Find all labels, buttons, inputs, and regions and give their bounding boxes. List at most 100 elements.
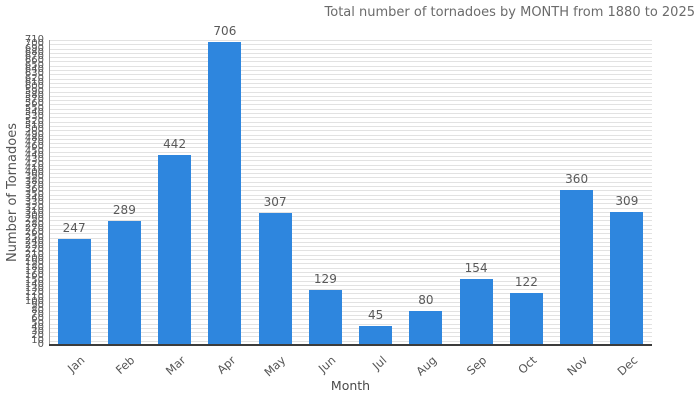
y-tick-label: 50 <box>31 317 44 329</box>
y-tick-label: 90 <box>31 300 44 312</box>
y-tick-label: 610 <box>24 76 44 88</box>
bar-jan <box>57 238 91 345</box>
y-tick-label: 670 <box>24 51 44 63</box>
y-tick-label: 40 <box>31 321 44 333</box>
gridline <box>49 194 652 196</box>
y-tick-label: 640 <box>24 64 44 76</box>
y-tick-label: 320 <box>24 201 44 213</box>
y-tick-label: 660 <box>24 55 44 67</box>
gridline <box>49 143 652 145</box>
x-tick-label-oct: Oct <box>515 353 540 377</box>
bar-nov <box>560 190 594 345</box>
gridline <box>49 78 652 80</box>
y-tick-label: 250 <box>24 231 44 243</box>
gridline <box>49 293 652 295</box>
gridline <box>49 87 652 89</box>
x-tick-label-aug: Aug <box>413 353 440 379</box>
y-tick-label: 240 <box>24 235 44 247</box>
gridline <box>49 125 652 127</box>
gridline <box>49 173 652 175</box>
gridline <box>49 52 652 54</box>
y-tick-label: 310 <box>24 205 44 217</box>
gridline <box>49 134 652 136</box>
gridline <box>49 155 652 157</box>
y-tick-label: 440 <box>24 149 44 161</box>
gridline <box>49 190 652 192</box>
gridline <box>49 44 652 46</box>
y-tick-label: 70 <box>31 308 44 320</box>
gridline <box>49 289 652 291</box>
y-tick-label: 110 <box>24 291 44 303</box>
bar-feb <box>107 220 141 345</box>
y-tick-label: 30 <box>31 326 44 338</box>
y-tick-label: 530 <box>24 111 44 123</box>
gridline <box>49 310 652 312</box>
gridline <box>49 229 652 230</box>
y-tick-label: 20 <box>31 330 44 342</box>
y-tick-label: 60 <box>31 313 44 325</box>
bar-may <box>258 213 292 345</box>
bar-dec <box>610 212 644 345</box>
gridline <box>49 271 652 273</box>
gridline <box>49 323 652 325</box>
bar-jul <box>359 325 393 345</box>
x-tick-label-feb: Feb <box>113 353 138 378</box>
bar-value-label: 442 <box>163 137 187 152</box>
y-tick-label: 380 <box>24 175 44 187</box>
y-tick-label: 500 <box>24 124 44 136</box>
x-tick-label-apr: Apr <box>214 353 239 377</box>
y-tick-label: 160 <box>24 270 44 282</box>
y-tick-label: 340 <box>24 192 44 204</box>
y-tick-label: 710 <box>24 34 44 45</box>
y-tick-label: 570 <box>24 94 44 106</box>
y-axis-line <box>49 40 50 345</box>
y-tick-label: 580 <box>24 89 44 101</box>
y-tick-label: 630 <box>24 68 44 80</box>
bar-value-label: 307 <box>263 195 287 210</box>
bar-value-label: 309 <box>615 194 639 209</box>
y-tick-label: 360 <box>24 184 44 196</box>
y-tick-label: 510 <box>24 119 44 131</box>
y-tick-label: 600 <box>24 81 44 93</box>
y-tick-label: 190 <box>24 257 44 269</box>
gridline <box>49 147 652 149</box>
x-tick-label-jun: Jun <box>316 353 339 376</box>
y-tick-label: 210 <box>24 248 44 260</box>
bar-value-label: 360 <box>565 172 589 187</box>
gridline <box>49 177 652 179</box>
bar-value-label: 289 <box>112 202 136 217</box>
y-tick-label: 430 <box>24 154 44 166</box>
y-tick-label: 620 <box>24 72 44 84</box>
y-tick-label: 300 <box>24 210 44 222</box>
x-axis-line <box>49 344 652 346</box>
x-axis-title: Month <box>330 378 371 393</box>
y-tick-label: 140 <box>24 278 44 290</box>
y-tick-label: 680 <box>24 46 44 58</box>
plot-area: 247 289 442 706 307 129 45 80 154 122 360 309 <box>49 24 652 346</box>
y-tick-label: 100 <box>24 296 44 308</box>
bar-sep <box>459 278 493 345</box>
gridline <box>49 57 652 59</box>
gridline <box>49 332 652 334</box>
x-tick-label-nov: Nov <box>563 353 590 379</box>
bar-aug <box>409 310 443 345</box>
gridline <box>49 267 652 269</box>
y-tick-label: 170 <box>24 265 44 277</box>
x-tick-label-may: May <box>261 353 289 380</box>
bar-jun <box>308 289 342 345</box>
y-tick-label: 690 <box>24 42 44 54</box>
y-tick-label: 480 <box>24 132 44 144</box>
gridline <box>49 74 652 76</box>
y-tick-label: 470 <box>24 137 44 149</box>
y-tick-label: 560 <box>24 98 44 110</box>
y-tick-label: 200 <box>24 253 44 265</box>
gridline <box>49 224 652 226</box>
gridline <box>49 113 652 115</box>
y-tick-label: 150 <box>24 274 44 286</box>
y-tick-label: 220 <box>24 244 44 256</box>
gridline <box>49 164 652 166</box>
gridline <box>49 40 652 41</box>
gridline <box>49 198 652 200</box>
gridline <box>49 302 652 304</box>
